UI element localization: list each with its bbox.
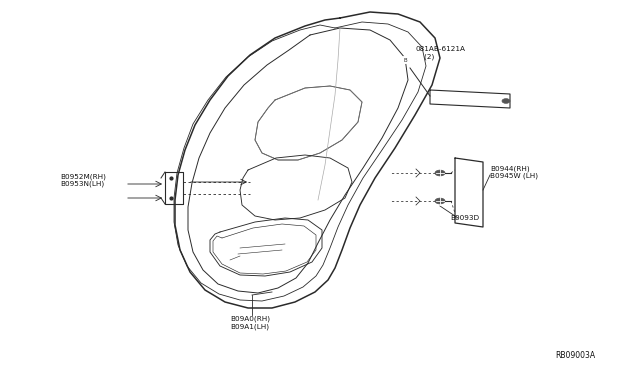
Circle shape <box>502 99 510 103</box>
Text: B0952M(RH)
B0953N(LH): B0952M(RH) B0953N(LH) <box>60 173 106 187</box>
Text: RB09003A: RB09003A <box>555 350 595 359</box>
Circle shape <box>435 170 445 176</box>
Text: B: B <box>403 58 407 62</box>
Text: B0944(RH)
B0945W (LH): B0944(RH) B0945W (LH) <box>490 165 538 179</box>
Text: B09A0(RH)
B09A1(LH): B09A0(RH) B09A1(LH) <box>230 316 270 330</box>
Circle shape <box>399 57 411 64</box>
Circle shape <box>435 198 445 204</box>
Text: 081AB-6121A
    (2): 081AB-6121A (2) <box>415 46 465 60</box>
Text: B0093D: B0093D <box>450 215 479 221</box>
